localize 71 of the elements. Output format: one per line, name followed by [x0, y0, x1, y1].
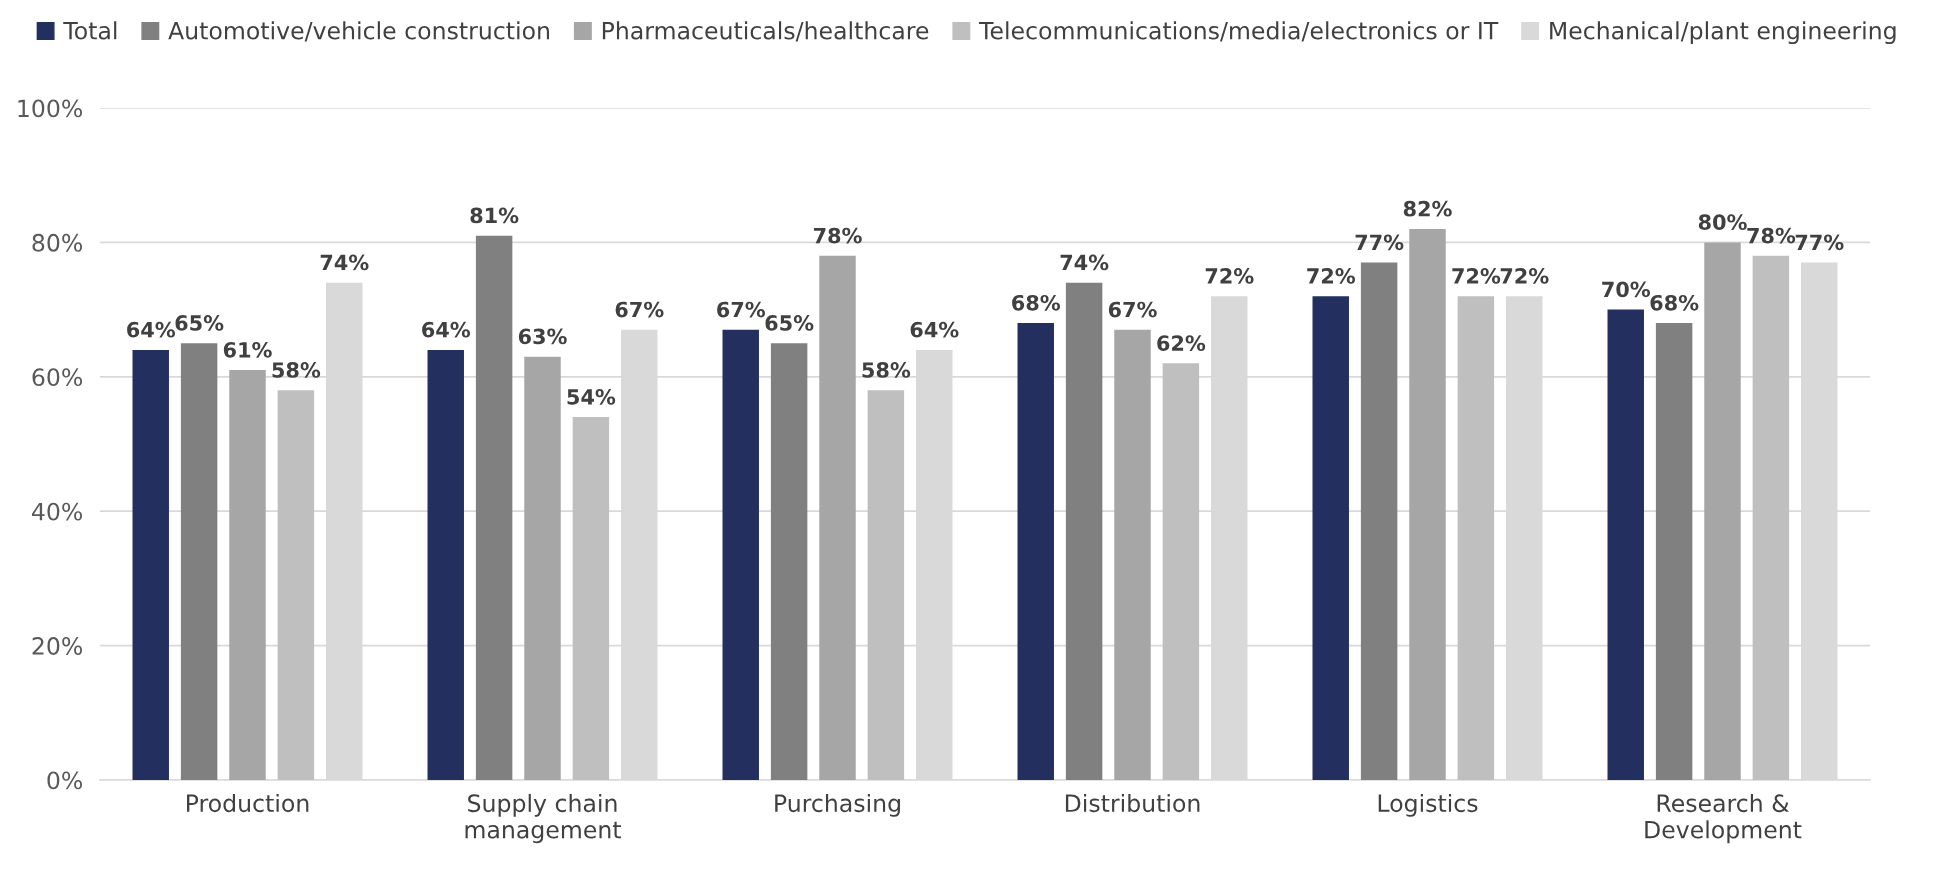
bar: [1409, 228, 1446, 780]
y-tick-label: 80%: [32, 233, 83, 252]
bar: [1607, 309, 1644, 780]
data-label: 54%: [567, 388, 616, 405]
data-label: 68%: [1650, 294, 1699, 311]
y-tick-label: 20%: [32, 637, 83, 655]
data-label: 82%: [1403, 200, 1452, 217]
bar: [572, 417, 610, 780]
bar: [1457, 296, 1495, 780]
x-tick-label: Distribution: [1065, 793, 1200, 813]
bar: [1655, 323, 1693, 780]
bar: [1065, 282, 1103, 780]
data-label: 78%: [1747, 227, 1796, 244]
bar: [1360, 262, 1398, 780]
data-label: 77%: [1355, 234, 1404, 251]
x-tick-label: Production: [187, 793, 309, 813]
data-label: 68%: [1012, 294, 1061, 311]
data-label: 64%: [910, 321, 959, 338]
x-tick-label: Logistics: [1378, 793, 1478, 817]
bar: [229, 370, 266, 780]
x-tick-label: Purchasing: [775, 793, 900, 817]
bar: [722, 329, 759, 780]
data-label: 65%: [175, 315, 224, 331]
bar: [180, 343, 218, 780]
data-label: 74%: [1060, 254, 1109, 271]
data-label: 81%: [470, 207, 519, 224]
bar: [524, 356, 561, 780]
legend-label: Automotive/vehicle construction: [168, 21, 549, 42]
data-label: 65%: [765, 315, 814, 331]
data-label: 61%: [223, 341, 272, 358]
data-label: 67%: [615, 301, 664, 318]
bar: [1114, 329, 1151, 780]
data-label: 58%: [272, 362, 321, 378]
data-label: 58%: [862, 362, 911, 378]
bar: [1704, 242, 1741, 780]
legend-label: Telecommunications/media/electronics or IT: [978, 21, 1499, 42]
data-label: 77%: [1795, 234, 1844, 251]
data-label: 78%: [813, 227, 862, 244]
data-label: 80%: [1698, 214, 1747, 231]
data-label: 74%: [320, 254, 369, 271]
data-label: 64%: [127, 321, 176, 338]
data-label: 63%: [518, 328, 567, 345]
legend-label: Pharmaceuticals/healthcare: [602, 21, 929, 42]
bar: [1017, 323, 1054, 780]
bar: [819, 255, 856, 780]
data-label: 72%: [1307, 268, 1356, 284]
x-tick-label: Research & Development: [1645, 793, 1802, 844]
data-label: 72%: [1205, 268, 1254, 284]
bar: [132, 349, 169, 780]
x-tick-label: Supply chain management: [465, 793, 622, 844]
legend-label: Total: [63, 21, 117, 40]
bar: [427, 349, 464, 780]
y-tick-label: 100%: [18, 99, 83, 118]
bar: [1752, 255, 1790, 780]
y-tick-label: 60%: [32, 368, 83, 387]
data-label: 72%: [1452, 268, 1501, 284]
data-label: 64%: [422, 321, 471, 338]
bar: [475, 235, 513, 780]
bar: [1312, 296, 1349, 780]
data-label: 67%: [1108, 301, 1157, 318]
data-label: 62%: [1157, 335, 1206, 351]
data-label: 70%: [1602, 281, 1651, 298]
y-tick-label: 0%: [47, 771, 83, 790]
data-label: 72%: [1500, 268, 1549, 284]
bar: [277, 390, 315, 780]
data-label: 67%: [717, 301, 766, 318]
bar: [1162, 363, 1200, 780]
y-tick-label: 40%: [32, 502, 83, 521]
bar: [867, 390, 905, 780]
legend-label: Mechanical/plant engineering: [1550, 21, 1896, 45]
bar: [770, 343, 808, 780]
